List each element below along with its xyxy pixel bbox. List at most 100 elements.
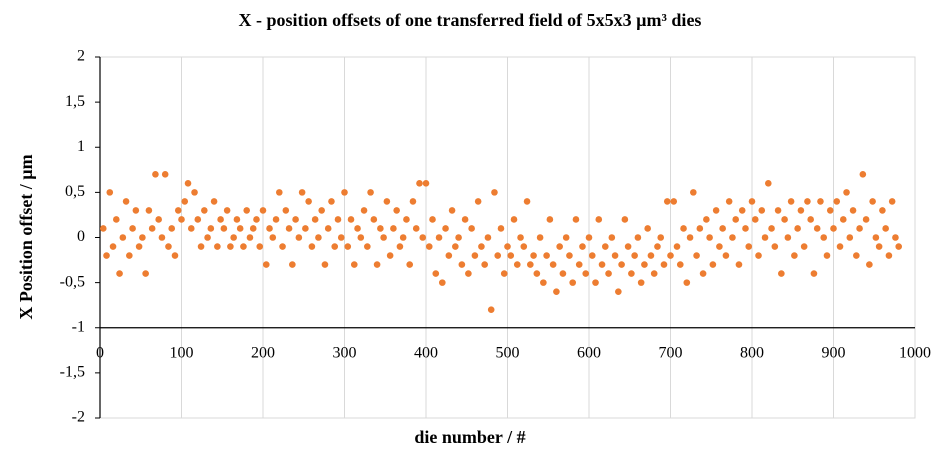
- point: [611, 252, 619, 259]
- point: [572, 216, 580, 223]
- point: [364, 243, 371, 250]
- point: [419, 234, 427, 241]
- point: [448, 207, 456, 214]
- point: [690, 189, 697, 196]
- point: [569, 279, 576, 286]
- point: [354, 225, 361, 232]
- point: [347, 216, 355, 223]
- point: [683, 279, 691, 286]
- point: [191, 189, 198, 196]
- point: [650, 270, 658, 277]
- point: [305, 198, 312, 205]
- point: [243, 207, 250, 214]
- y-tick-label: 2: [77, 48, 85, 65]
- point: [699, 270, 707, 277]
- point: [771, 243, 779, 250]
- point: [318, 207, 325, 214]
- point: [637, 279, 645, 286]
- point: [282, 207, 290, 214]
- point: [839, 216, 847, 223]
- point: [787, 198, 795, 205]
- point: [328, 198, 335, 205]
- point: [276, 189, 283, 196]
- point: [641, 261, 648, 268]
- x-tick-label: 900: [822, 344, 846, 361]
- point: [367, 189, 374, 196]
- point: [716, 243, 723, 250]
- point: [595, 216, 603, 223]
- point: [422, 180, 430, 187]
- point: [885, 252, 893, 259]
- point: [132, 207, 140, 214]
- point: [663, 198, 671, 205]
- x-tick-label: 1000: [899, 344, 931, 361]
- point: [181, 198, 189, 205]
- point: [817, 198, 824, 205]
- point: [321, 261, 329, 268]
- point: [667, 252, 674, 259]
- point: [745, 243, 753, 250]
- point: [429, 216, 436, 223]
- point: [615, 288, 622, 295]
- point: [445, 252, 453, 259]
- y-tick-label: -2: [72, 409, 85, 426]
- point: [152, 171, 159, 178]
- point: [484, 234, 492, 241]
- point: [461, 216, 469, 223]
- point: [116, 270, 123, 277]
- point: [598, 261, 606, 268]
- point: [751, 216, 759, 223]
- point: [778, 270, 785, 277]
- chart-title: X - position offsets of one transferred …: [239, 10, 702, 30]
- point: [249, 225, 257, 232]
- point: [478, 243, 485, 250]
- point: [892, 234, 899, 241]
- point: [331, 243, 339, 250]
- point: [442, 225, 449, 232]
- point: [588, 252, 596, 259]
- point: [308, 243, 316, 250]
- point: [465, 270, 472, 277]
- point: [709, 261, 717, 268]
- point: [266, 225, 273, 232]
- point: [187, 225, 195, 232]
- point: [334, 216, 342, 223]
- point: [820, 234, 828, 241]
- point: [272, 216, 280, 223]
- point: [425, 243, 433, 250]
- point: [761, 234, 769, 241]
- point: [879, 207, 886, 214]
- point: [621, 216, 629, 223]
- point: [471, 252, 479, 259]
- point: [866, 261, 873, 268]
- point: [230, 234, 237, 241]
- point: [888, 198, 896, 205]
- point: [455, 234, 462, 241]
- x-tick-label: 700: [659, 344, 683, 361]
- point: [562, 234, 570, 241]
- point: [240, 243, 247, 250]
- point: [302, 225, 309, 232]
- point: [487, 306, 495, 314]
- point: [142, 270, 149, 277]
- point: [184, 180, 192, 187]
- point: [119, 234, 127, 241]
- point: [256, 243, 264, 250]
- point: [201, 207, 208, 214]
- point: [755, 252, 762, 259]
- point: [126, 252, 133, 259]
- point: [670, 198, 678, 205]
- point: [210, 198, 218, 205]
- point: [738, 207, 746, 214]
- point: [882, 225, 889, 232]
- point: [520, 243, 528, 250]
- point: [706, 234, 713, 241]
- point: [432, 270, 440, 277]
- point: [536, 234, 544, 241]
- point: [373, 261, 381, 268]
- point: [810, 270, 818, 277]
- x-tick-label: 800: [740, 344, 764, 361]
- point: [393, 207, 400, 214]
- x-tick-label: 300: [333, 344, 357, 361]
- point: [748, 198, 756, 205]
